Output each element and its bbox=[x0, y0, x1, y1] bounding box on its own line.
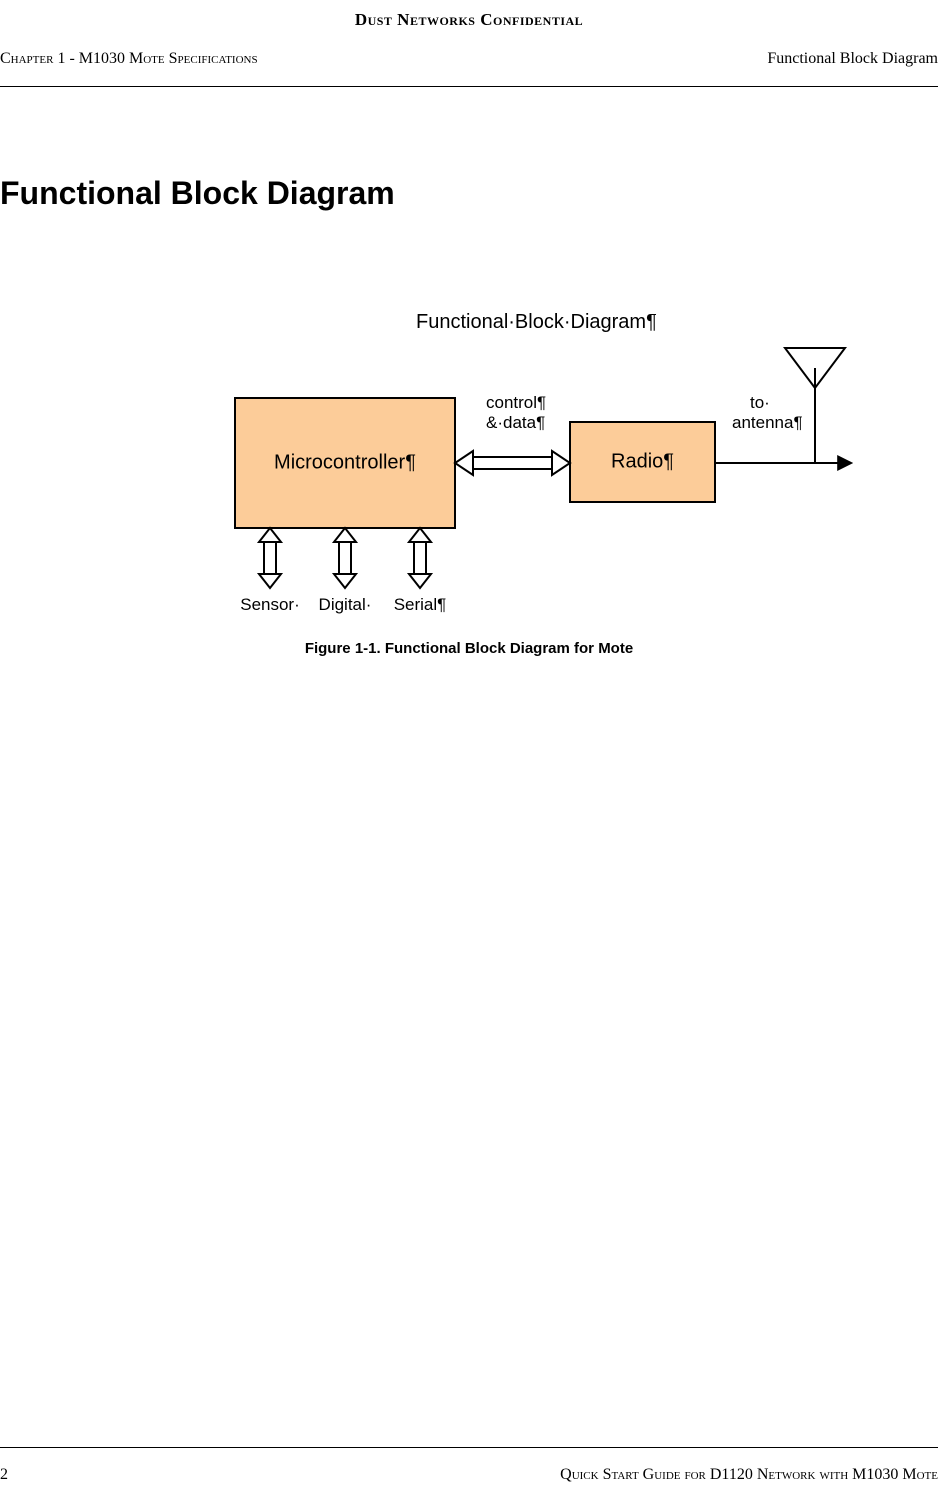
footer-rule bbox=[0, 1447, 938, 1448]
footer-guide-title: Quick Start Guide for D1120 Network with… bbox=[560, 1466, 938, 1484]
page-footer-row: 2 Quick Start Guide for D1120 Network wi… bbox=[0, 1466, 938, 1484]
svg-text:Sensor·: Sensor· bbox=[240, 595, 300, 614]
svg-text:&·data¶: &·data¶ bbox=[486, 413, 545, 432]
svg-text:Digital·: Digital· bbox=[319, 595, 372, 614]
svg-text:control¶: control¶ bbox=[486, 393, 546, 412]
page-number: 2 bbox=[0, 1466, 8, 1484]
svg-text:Serial¶: Serial¶ bbox=[394, 595, 447, 614]
header-rule bbox=[0, 86, 938, 87]
svg-text:Radio¶: Radio¶ bbox=[611, 450, 674, 472]
header-section: Functional Block Diagram bbox=[767, 50, 938, 68]
svg-text:Functional·Block·Diagram¶: Functional·Block·Diagram¶ bbox=[416, 311, 657, 333]
svg-text:Microcontroller¶: Microcontroller¶ bbox=[274, 451, 416, 473]
svg-text:to·: to· bbox=[750, 393, 770, 412]
svg-text:antenna¶: antenna¶ bbox=[732, 413, 803, 432]
page: Dust Networks Confidential Chapter 1 - M… bbox=[0, 0, 938, 1500]
confidential-banner: Dust Networks Confidential bbox=[0, 10, 938, 30]
section-title: Functional Block Diagram bbox=[0, 175, 395, 212]
block-diagram-svg: Functional·Block·Diagram¶ Microcontroller… bbox=[190, 300, 880, 620]
block-diagram: Functional·Block·Diagram¶ Microcontroller… bbox=[190, 300, 880, 625]
page-header-row: Chapter 1 - M1030 Mote Specifications Fu… bbox=[0, 50, 938, 68]
header-chapter: Chapter 1 - M1030 Mote Specifications bbox=[0, 50, 258, 68]
figure-caption: Figure 1-1. Functional Block Diagram for… bbox=[0, 640, 938, 657]
